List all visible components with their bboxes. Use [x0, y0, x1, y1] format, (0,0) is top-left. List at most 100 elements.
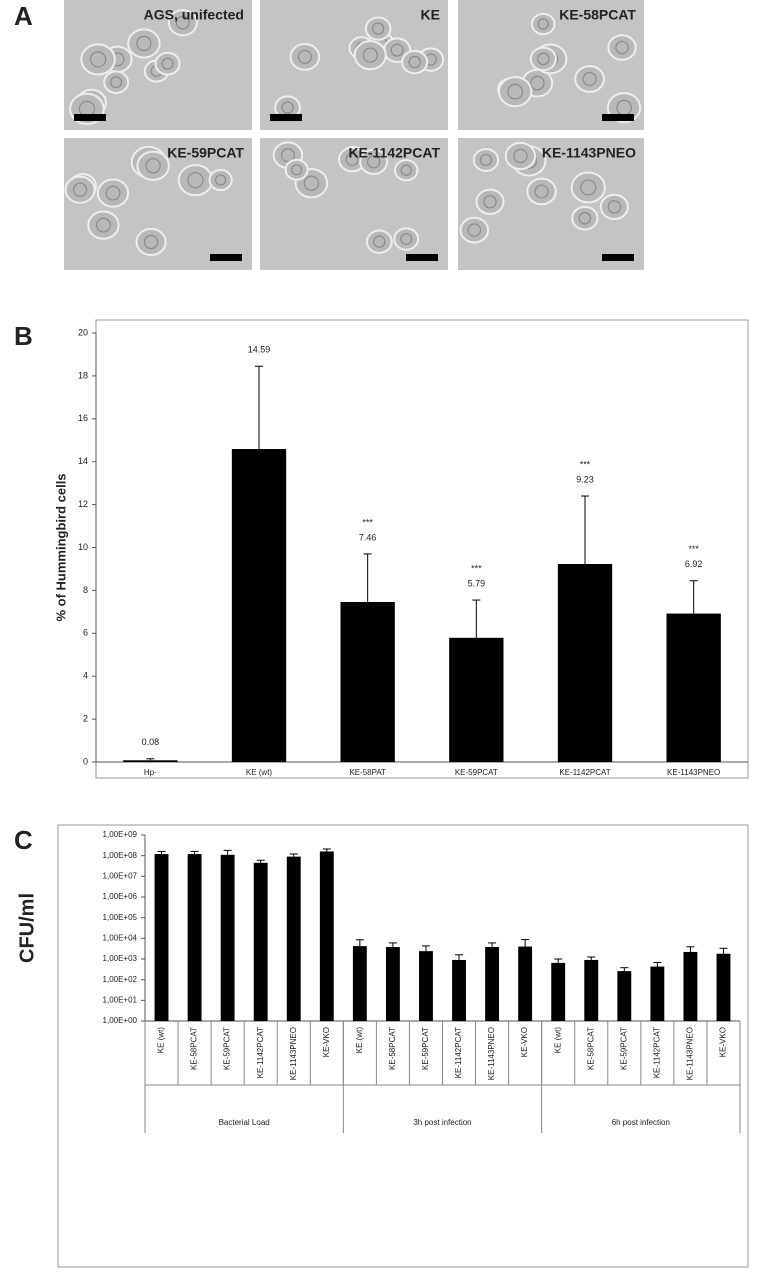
- value-label: 5.79: [468, 578, 486, 588]
- cell: [154, 51, 181, 76]
- x-tick-label: KE-58PAT: [349, 768, 386, 777]
- group-label: Bacterial Load: [219, 1118, 270, 1127]
- y-axis-label: % of Hummingbird cells: [53, 473, 68, 621]
- cell: [394, 159, 419, 182]
- y-tick-label: 12: [78, 499, 88, 509]
- cell: [401, 49, 429, 75]
- x-tick-label: KE-1143PNEO: [686, 1027, 695, 1080]
- scale-bar: [602, 254, 634, 261]
- value-label: 6.92: [685, 559, 703, 569]
- cell-nucleus: [366, 155, 381, 169]
- cell-nucleus: [187, 172, 204, 189]
- cell-nucleus: [280, 148, 295, 163]
- panel-label: C: [14, 825, 33, 855]
- x-tick-label: KE-1142PCAT: [454, 1027, 463, 1078]
- error-bar: [719, 947, 728, 954]
- cell: [353, 40, 387, 71]
- x-tick-label: KE-59PCAT: [455, 768, 498, 777]
- cell-nucleus: [136, 35, 152, 52]
- cell: [135, 227, 167, 257]
- bar: [485, 947, 500, 1021]
- cell: [530, 12, 556, 36]
- cell-nucleus: [507, 83, 524, 100]
- micrograph: KE: [260, 0, 448, 130]
- x-tick-label: KE (wt): [157, 1027, 166, 1054]
- cell: [177, 164, 214, 197]
- cell: [498, 76, 533, 108]
- cell-nucleus: [72, 182, 88, 197]
- value-label: 7.46: [359, 532, 377, 542]
- y-tick-label: 1,00E+02: [103, 975, 138, 984]
- error-bar: [587, 956, 596, 960]
- error-bar: [455, 954, 464, 960]
- scale-bar: [270, 114, 302, 121]
- error-bar: [255, 365, 263, 450]
- error-bar: [421, 945, 430, 952]
- micrograph: KE-1143PNEO: [458, 138, 644, 270]
- cell-nucleus: [578, 211, 592, 225]
- image-label: KE-58PCAT: [559, 7, 636, 23]
- cell-nucleus: [373, 235, 386, 248]
- error-bar: [686, 946, 695, 952]
- error-bar: [653, 961, 662, 967]
- cell-nucleus: [615, 40, 629, 55]
- y-tick-label: 1,00E+05: [103, 913, 138, 922]
- error-bar: [256, 859, 265, 863]
- cell-nucleus: [580, 179, 597, 196]
- bar: [123, 760, 178, 762]
- error-bar: [388, 942, 397, 948]
- bar: [187, 854, 202, 1021]
- cell: [64, 175, 96, 204]
- x-tick-label: KE-58PCAT: [586, 1027, 595, 1070]
- bar: [231, 449, 287, 762]
- cell-nucleus: [345, 153, 359, 167]
- panel-label: B: [14, 321, 33, 351]
- cell: [574, 65, 605, 93]
- bar: [352, 946, 367, 1021]
- cell-nucleus: [400, 164, 412, 176]
- x-tick-label: KE-59PCAT: [223, 1027, 232, 1070]
- cell: [504, 141, 537, 171]
- cell-nucleus: [537, 18, 549, 30]
- error-bar: [190, 850, 199, 855]
- error-bar: [322, 848, 331, 852]
- bar: [452, 959, 466, 1021]
- error-bar: [223, 849, 232, 855]
- y-tick-label: 8: [83, 585, 88, 595]
- cell: [96, 178, 130, 208]
- cell: [599, 193, 629, 221]
- x-tick-label: KE-59PCAT: [421, 1027, 430, 1070]
- error-bar: [620, 967, 629, 972]
- cell: [103, 70, 130, 94]
- group-label: 6h post infection: [612, 1118, 670, 1127]
- cell-nucleus: [400, 233, 413, 245]
- cell: [359, 148, 389, 175]
- bar: [518, 946, 533, 1021]
- group-label: 3h post infection: [413, 1118, 471, 1127]
- y-tick-label: 1,00E+03: [103, 954, 138, 963]
- cell-nucleus: [537, 52, 550, 66]
- micrograph: KE-1142PCAT: [260, 138, 448, 270]
- cell-nucleus: [371, 22, 385, 35]
- bar: [650, 966, 665, 1021]
- x-tick-label: KE-1142PCAT: [559, 768, 610, 777]
- x-tick-label: KE-1143PNEO: [487, 1027, 496, 1080]
- cell: [80, 43, 116, 76]
- cell-nucleus: [95, 217, 111, 233]
- chart-frame: [95, 319, 749, 779]
- cell-nucleus: [105, 185, 121, 201]
- y-tick-label: 6: [83, 628, 88, 638]
- scale-bar: [602, 114, 634, 121]
- x-tick-label: KE-59PCAT: [619, 1027, 628, 1070]
- x-tick-label: KE (wt): [355, 1027, 364, 1054]
- micrograph: KE-59PCAT: [64, 138, 252, 270]
- error-bar: [488, 942, 497, 948]
- panel-label: A: [14, 1, 33, 31]
- error-bar: [554, 958, 563, 963]
- cell-nucleus: [582, 71, 597, 87]
- value-label: 9.23: [576, 474, 594, 484]
- cell: [127, 28, 161, 59]
- cell-nucleus: [530, 75, 545, 91]
- cell: [472, 148, 500, 172]
